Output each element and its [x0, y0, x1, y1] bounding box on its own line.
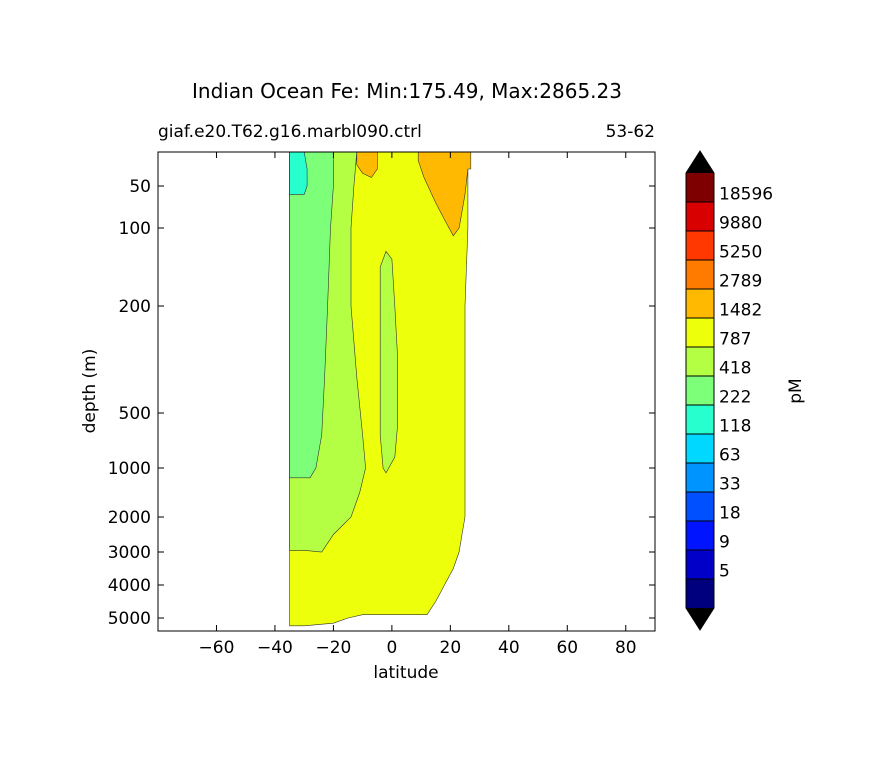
- colorbar-segment-2: [686, 521, 714, 550]
- colorbar-level-label: 18: [719, 504, 741, 524]
- contour-regions: [289, 152, 472, 627]
- colorbar-level-label: 418: [719, 359, 751, 379]
- contour-region-2: [379, 250, 399, 474]
- x-tick-label: 60: [556, 638, 578, 658]
- chart-title: Indian Ocean Fe: Min:175.49, Max:2865.23: [192, 79, 622, 103]
- colorbar-segment-9: [686, 318, 714, 347]
- colorbar-segment-14: [686, 173, 714, 202]
- y-tick-label: 1000: [108, 459, 151, 479]
- colorbar-level-label: 1482: [719, 301, 762, 321]
- x-tick-label: 0: [386, 638, 397, 658]
- y-tick-label: 50: [129, 177, 151, 197]
- x-tick-label: 20: [440, 638, 462, 658]
- colorbar-segment-8: [686, 347, 714, 376]
- contour-region-4: [289, 152, 308, 195]
- colorbar-level-label: 5: [719, 562, 730, 582]
- x-tick-label: 40: [498, 638, 520, 658]
- plot-frame: [157, 151, 656, 632]
- y-tick-label: 3000: [108, 543, 151, 563]
- colorbar-level-label: 9880: [719, 214, 762, 234]
- contour-region-5: [417, 152, 472, 237]
- colorbar-label: pM: [786, 378, 806, 403]
- colorbar-segment-5: [686, 434, 714, 463]
- y-tick-label: 4000: [108, 576, 151, 596]
- colorbar-segment-0: [686, 579, 714, 608]
- y-axis-label: depth (m): [80, 349, 100, 434]
- colorbar-outline: [685, 150, 715, 631]
- chart-subtitle-left: giaf.e20.T62.g16.marbl090.ctrl: [158, 122, 422, 142]
- colorbar-under-arrow: [686, 608, 714, 630]
- colorbar-segment-13: [686, 202, 714, 231]
- colorbar: 5 9 18 33 63 118 222 418 787 1482 2789 5250 9880 1859…: [685, 150, 773, 631]
- x-tick-label: 80: [615, 638, 637, 658]
- chart-subtitle-right: 53-62: [606, 122, 655, 142]
- colorbar-segment-11: [686, 260, 714, 289]
- x-axis-label: latitude: [373, 663, 438, 683]
- x-tick-label: −20: [315, 638, 351, 658]
- colorbar-segment-1: [686, 550, 714, 579]
- colorbar-level-label: 787: [719, 330, 751, 350]
- colorbar-level-label: 18596: [719, 185, 773, 205]
- colorbar-over-arrow: [686, 151, 714, 173]
- colorbar-segment-10: [686, 289, 714, 318]
- colorbar-segment-7: [686, 376, 714, 405]
- x-tick-label: −40: [257, 638, 293, 658]
- colorbar-level-label: 2789: [719, 272, 762, 292]
- y-tick-label: 500: [119, 404, 151, 424]
- contour-region-6: [356, 152, 378, 178]
- contour-region-3: [289, 152, 334, 479]
- colorbar-level-label: 222: [719, 388, 751, 408]
- colorbar-segment-3: [686, 492, 714, 521]
- colorbar-segment-6: [686, 405, 714, 434]
- colorbar-level-label: 9: [719, 533, 730, 553]
- colorbar-level-label: 63: [719, 446, 741, 466]
- colorbar-level-label: 33: [719, 475, 741, 495]
- colorbar-segment-4: [686, 463, 714, 492]
- y-tick-label: 2000: [108, 508, 151, 528]
- colorbar-level-label: 118: [719, 417, 751, 437]
- x-tick-label: −60: [199, 638, 235, 658]
- colorbar-level-label: 5250: [719, 243, 762, 263]
- colorbar-segment-12: [686, 231, 714, 260]
- plot-area: −60 −40 −20 0 20 40 60 80 50 100 200 500 1000 2000 30…: [108, 151, 656, 658]
- y-axis-ticks: 50 100 200 500 1000 2000 3000 4000 5000: [108, 177, 655, 629]
- x-axis-ticks: −60 −40 −20 0 20 40 60 80: [199, 152, 637, 658]
- y-tick-label: 200: [119, 297, 151, 317]
- y-tick-label: 100: [119, 219, 151, 239]
- y-tick-label: 5000: [108, 609, 151, 629]
